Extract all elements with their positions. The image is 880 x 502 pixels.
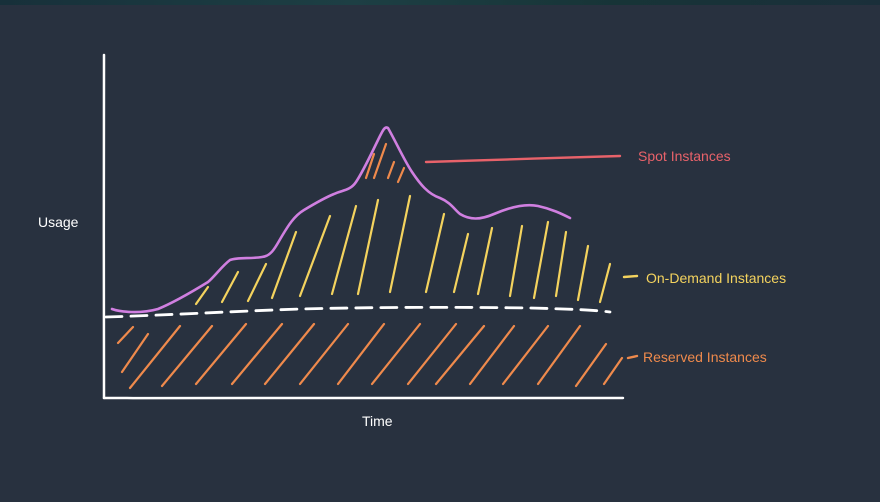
reserved-hatch-stroke — [263, 322, 316, 386]
reserved-baseline — [104, 305, 612, 319]
reserved-hatch-stroke — [434, 324, 486, 386]
on-demand-hatch-stroke — [476, 226, 494, 296]
reserved-hatch-stroke — [370, 322, 422, 386]
on-demand-hatch-stroke — [554, 230, 568, 298]
reserved-hatch-stroke — [468, 324, 516, 386]
spot-hatch-stroke — [364, 152, 376, 180]
reserved-hatch-stroke — [128, 324, 182, 390]
on-demand-hatch-stroke — [452, 232, 470, 294]
reserved-hatch-stroke — [602, 356, 624, 386]
reserved-hatch-stroke — [406, 322, 458, 386]
usage-curve — [110, 126, 572, 314]
on-demand-instances-label: On-Demand Instances — [646, 270, 787, 286]
spot-instances-label: Spot Instances — [638, 148, 731, 164]
on-demand-connector-line — [622, 274, 639, 279]
reserved-hatch-stroke — [536, 324, 582, 386]
reserved-hatch-stroke — [574, 342, 608, 388]
reserved-instances-label: Reserved Instances — [643, 349, 767, 365]
reserved-hatch-stroke — [160, 324, 214, 388]
on-demand-hatch-stroke — [220, 270, 240, 304]
spot-hatch-stroke — [372, 142, 388, 180]
on-demand-hatch-stroke — [356, 198, 380, 296]
on-demand-hatch-stroke — [598, 262, 612, 304]
reserved-hatch — [116, 322, 624, 390]
on-demand-hatch-stroke — [424, 212, 446, 294]
on-demand-hatch-stroke — [532, 220, 550, 300]
reserved-hatch-stroke — [230, 322, 284, 386]
reserved-hatch-stroke — [298, 322, 350, 386]
reserved-hatch-stroke — [194, 322, 248, 386]
on-demand-hatch-stroke — [246, 262, 268, 303]
spot-hatch-stroke — [386, 160, 396, 180]
on-demand-hatch-stroke — [388, 194, 412, 294]
on-demand-hatch-stroke — [330, 204, 358, 296]
spot-hatch-stroke — [396, 166, 406, 184]
spot-hatch — [364, 142, 406, 184]
on-demand-hatch-stroke — [298, 214, 332, 298]
top-border-strip — [0, 0, 880, 5]
on-demand-hatch-stroke — [576, 244, 590, 302]
y-axis-label: Usage — [38, 214, 79, 230]
reserved-hatch-stroke — [116, 325, 135, 345]
reserved-hatch-stroke — [336, 322, 386, 386]
on-demand-hatch-stroke — [270, 230, 298, 300]
reserved-hatch-stroke — [120, 332, 150, 374]
reserved-connector-line — [626, 354, 639, 360]
on-demand-hatch — [194, 194, 612, 306]
on-demand-hatch-stroke — [508, 224, 524, 298]
on-demand-hatch-stroke — [194, 285, 210, 306]
reserved-hatch-stroke — [501, 324, 550, 386]
x-axis-label: Time — [362, 413, 393, 429]
spot-connector-line — [424, 154, 622, 164]
